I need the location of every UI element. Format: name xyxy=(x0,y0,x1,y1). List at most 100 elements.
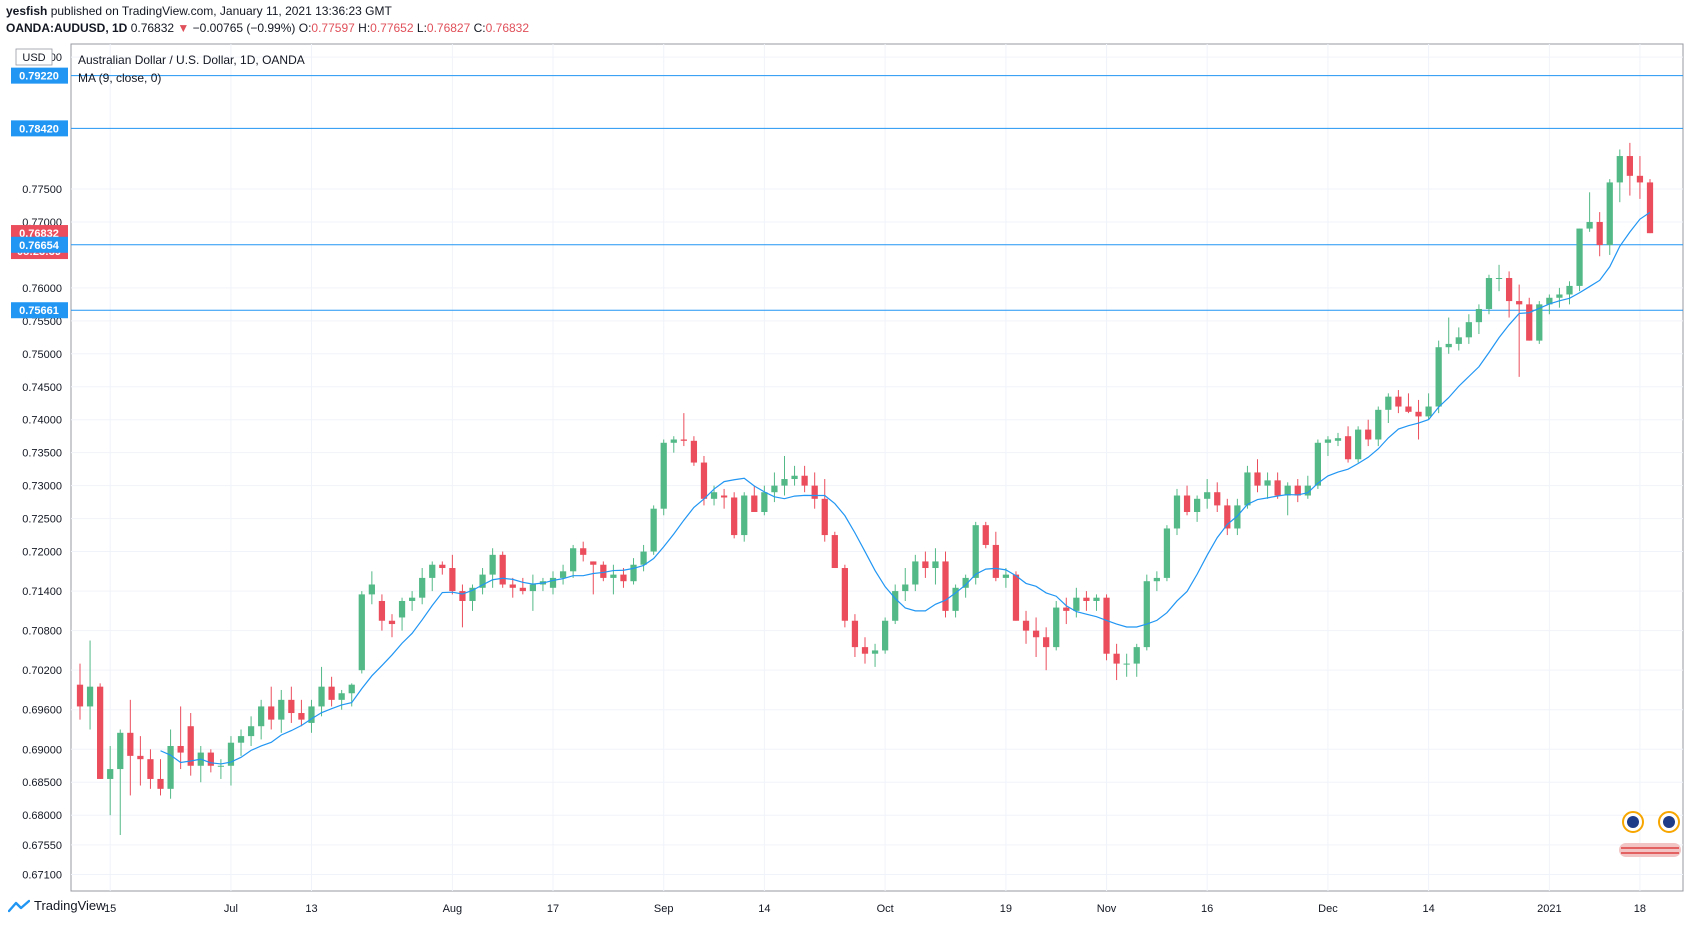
candle xyxy=(1344,426,1352,463)
candle-body xyxy=(590,561,597,565)
x-tick-label: 15 xyxy=(104,903,116,915)
price-tag-box xyxy=(11,120,68,137)
candle-body xyxy=(479,574,486,588)
candle xyxy=(1224,498,1231,536)
high-value: 0.77652 xyxy=(370,21,414,35)
candle-body xyxy=(529,584,537,592)
event-icons[interactable] xyxy=(1619,811,1681,857)
candle xyxy=(700,455,708,506)
candle-body xyxy=(1123,663,1130,665)
candle xyxy=(600,561,607,582)
candle-body xyxy=(1536,304,1543,341)
candle-body xyxy=(680,439,687,441)
candle xyxy=(97,683,104,779)
candle-body xyxy=(1032,630,1040,638)
candle xyxy=(1113,643,1120,681)
candle xyxy=(419,568,426,605)
candle-body xyxy=(1304,485,1311,496)
price-tag-box xyxy=(11,67,68,84)
candle xyxy=(1526,297,1533,341)
candle-body xyxy=(1284,485,1291,496)
price-tag: 0.79220 xyxy=(11,67,68,84)
candle xyxy=(1234,498,1241,536)
candle xyxy=(549,571,557,595)
candle-body xyxy=(217,765,225,767)
candle-body xyxy=(499,554,506,585)
candle-body xyxy=(177,745,184,753)
x-tick-label: 14 xyxy=(1422,903,1434,915)
close-label: C: xyxy=(473,21,486,35)
candle xyxy=(489,548,496,588)
candle xyxy=(107,745,114,816)
candle xyxy=(680,413,687,447)
candle xyxy=(932,548,939,585)
candle xyxy=(177,706,184,770)
candle xyxy=(147,749,154,789)
down-arrow-icon: ▼ xyxy=(177,21,190,35)
candle-body xyxy=(247,726,255,737)
candle xyxy=(76,663,84,720)
brand-name: TradingView xyxy=(34,898,106,913)
candle-body xyxy=(1365,429,1372,440)
flag-us-icon[interactable] xyxy=(1619,843,1681,857)
candle xyxy=(861,637,869,664)
candle-body xyxy=(378,600,386,621)
currency-badge[interactable] xyxy=(15,48,53,66)
series-title: Australian Dollar / U.S. Dollar, 1D, OAN… xyxy=(78,53,305,67)
candle-body xyxy=(308,706,315,723)
candle-body xyxy=(871,650,879,654)
candle-body xyxy=(761,492,768,512)
candle-body xyxy=(1465,322,1472,338)
grid xyxy=(71,44,1683,891)
candle xyxy=(1375,406,1382,447)
price-axis[interactable]: 0.795000.775000.770000.760000.755000.750… xyxy=(22,52,62,881)
candle xyxy=(1022,610,1030,644)
candle-body xyxy=(912,561,919,585)
candle-body xyxy=(1516,301,1523,305)
candle xyxy=(892,584,899,625)
candle-body xyxy=(1274,480,1281,496)
candle-body xyxy=(1415,411,1422,417)
candle-body xyxy=(1244,472,1251,506)
candle xyxy=(731,492,738,539)
candle-body xyxy=(127,732,134,756)
candle-body xyxy=(570,548,577,572)
candle-body xyxy=(1113,653,1120,664)
price-tag-label: 0.78420 xyxy=(19,123,59,135)
x-tick-label: 19 xyxy=(1000,903,1012,915)
candle-body xyxy=(1183,495,1191,512)
candle-body xyxy=(358,594,365,671)
candle xyxy=(559,564,567,585)
candle-body xyxy=(227,742,235,766)
y-tick-label: 0.76000 xyxy=(22,283,62,295)
candle-body xyxy=(1435,347,1442,407)
candle-body xyxy=(388,620,396,625)
high-label: H: xyxy=(358,21,371,35)
candle xyxy=(851,614,859,658)
candle xyxy=(1274,472,1281,499)
time-axis[interactable]: 15 Jul 13 Aug 17 Sep 14 Oct 19 Nov 16 Dec 14 2021 18 xyxy=(104,903,1646,915)
x-tick-label: Jul xyxy=(224,903,238,915)
candle-body xyxy=(1375,409,1382,440)
brand-footer[interactable]: TradingView xyxy=(8,898,106,913)
candle-body xyxy=(1385,396,1392,410)
candle-body xyxy=(851,620,859,648)
candle xyxy=(1002,568,1010,588)
candle-body xyxy=(167,745,174,789)
candle xyxy=(1435,340,1442,414)
candle-body xyxy=(1455,337,1462,344)
candle xyxy=(479,568,486,595)
price-tag: 0.78420 xyxy=(11,120,68,137)
candle xyxy=(1445,317,1452,354)
candle-body xyxy=(519,587,526,592)
candle xyxy=(1143,574,1150,651)
candle xyxy=(992,531,999,582)
candle xyxy=(1495,264,1503,292)
y-tick-label: 0.74500 xyxy=(22,382,62,394)
y-tick-label: 0.74000 xyxy=(22,415,62,427)
candle-body xyxy=(439,564,446,569)
x-tick-label: 14 xyxy=(758,903,770,915)
y-tick-label: 0.67100 xyxy=(22,870,62,882)
candle xyxy=(519,577,526,595)
